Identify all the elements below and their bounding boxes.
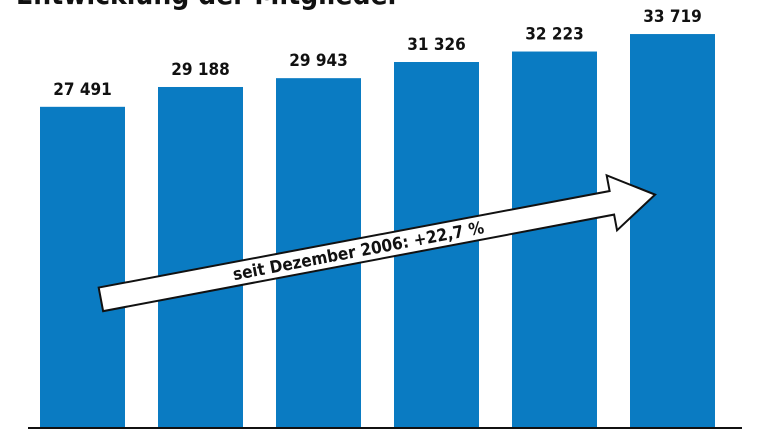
bar <box>40 106 125 429</box>
arrow-shape <box>97 173 657 313</box>
value-label: 29 943 <box>289 51 348 71</box>
bar <box>512 51 597 428</box>
bar <box>630 34 715 428</box>
bar <box>158 86 243 428</box>
value-label: 31 326 <box>407 35 466 55</box>
value-label: 33 719 <box>643 7 702 27</box>
chart-title: Entwicklung der Mitglieder <box>16 0 401 11</box>
value-label: 27 491 <box>53 80 112 100</box>
value-label: 32 223 <box>525 25 584 45</box>
value-label: 29 188 <box>171 60 230 80</box>
